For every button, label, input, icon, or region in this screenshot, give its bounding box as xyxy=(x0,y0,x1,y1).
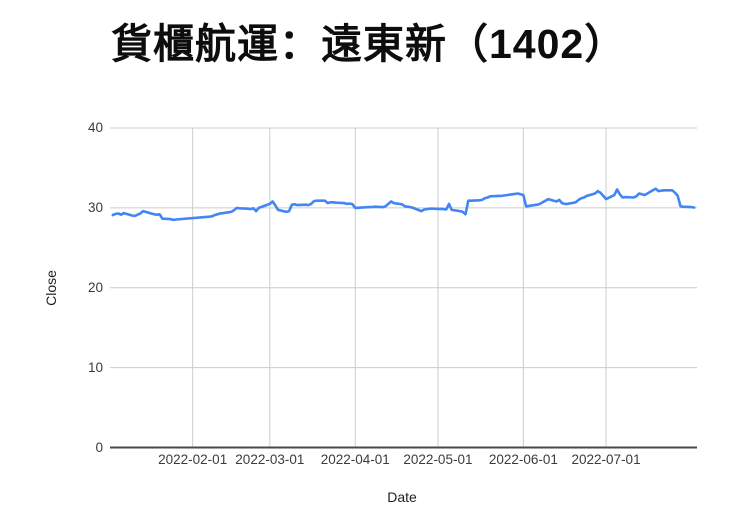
y-tick-label: 20 xyxy=(87,279,103,295)
price-polyline xyxy=(111,187,696,222)
y-tick-label: 30 xyxy=(87,199,103,215)
x-tick-label: 2022-06-01 xyxy=(488,452,558,467)
y-tick-label: 10 xyxy=(87,359,103,375)
y-axis-title: Close xyxy=(43,270,59,306)
chart-title: 貨櫃航運：遠東新（1402） xyxy=(111,21,627,67)
y-tick-label: 40 xyxy=(87,120,103,135)
y-tick-label: 0 xyxy=(95,439,103,455)
x-tick-label: 2022-07-01 xyxy=(571,452,641,467)
x-tick-label: 2022-02-01 xyxy=(158,452,228,467)
x-tick-label: 2022-05-01 xyxy=(403,452,473,467)
x-axis-title: Date xyxy=(387,489,417,505)
x-tick-label: 2022-04-01 xyxy=(320,452,390,467)
x-tick-label: 2022-03-01 xyxy=(235,452,305,467)
gridlines xyxy=(110,127,697,448)
close-price-line xyxy=(111,187,696,222)
